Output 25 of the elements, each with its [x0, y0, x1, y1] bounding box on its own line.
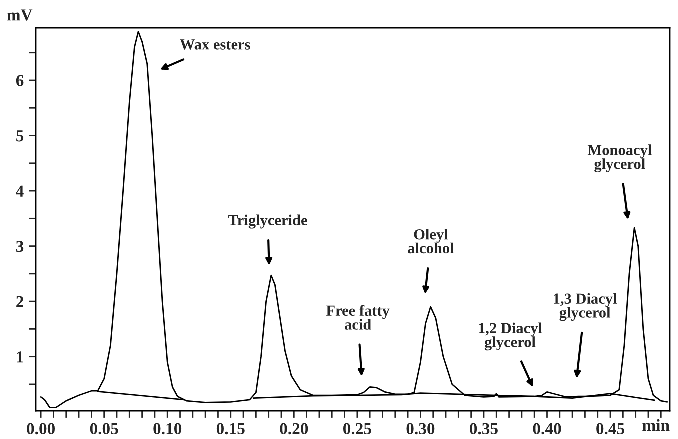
x-tick-label: 0.05	[90, 423, 118, 435]
annotation: Oleyl alcohol	[408, 228, 454, 254]
y-tick-label: 4	[16, 186, 24, 197]
annotation: Triglyceride	[228, 214, 308, 229]
annotation: Monoacyl glycerol	[588, 144, 652, 173]
annotation: 1,2 Diacyl glycerol	[479, 322, 542, 351]
y-tick-label: 2	[16, 296, 24, 308]
x-tick-label: 0.15	[216, 423, 245, 435]
y-tick-label: 3	[16, 241, 24, 252]
x-tick-label: 0.00	[27, 423, 56, 435]
annotation: 1,3 Diacyl glycerol	[554, 293, 618, 322]
x-tick-label: 0.30	[406, 423, 435, 435]
x-tick-label: 0.25	[343, 423, 372, 435]
annotation: Free fatty acid	[326, 305, 390, 330]
y-tick-label: 1	[17, 352, 24, 363]
y-axis-title: mV	[7, 10, 33, 21]
x-tick-label: 0.35	[470, 423, 498, 435]
x-axis-title: min	[642, 419, 670, 431]
y-tick-label: 5	[16, 130, 24, 142]
x-tick-label: 0.10	[154, 423, 182, 435]
x-tick-label: 0.45	[596, 423, 624, 435]
annotation: Wax esters	[180, 40, 250, 50]
x-tick-label: 0.40	[533, 423, 562, 435]
x-tick-label: 0.20	[280, 423, 308, 435]
y-tick-label: 6	[16, 75, 24, 86]
